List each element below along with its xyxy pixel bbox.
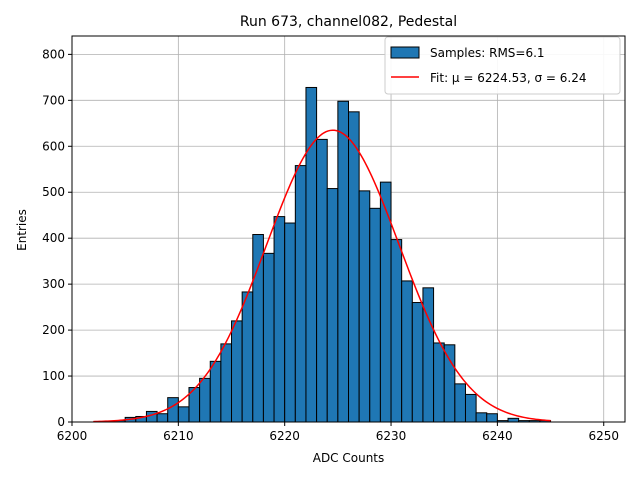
histogram-bar <box>326 188 339 423</box>
x-tick-label: 6200 <box>57 429 88 443</box>
histogram-bars <box>114 86 552 423</box>
y-tick-label: 700 <box>42 93 65 107</box>
histogram-bar <box>401 280 413 423</box>
histogram-bar <box>294 165 307 423</box>
histogram-bar <box>390 239 403 423</box>
histogram-bar <box>507 417 520 423</box>
y-tick-label: 0 <box>57 415 65 429</box>
histogram-bar <box>305 86 318 423</box>
histogram-bar <box>433 342 445 423</box>
y-tick-label: 300 <box>42 277 65 291</box>
chart-title: Run 673, channel082, Pedestal <box>240 14 457 30</box>
y-axis-label: Entries <box>15 209 29 251</box>
fit-curve <box>93 129 551 423</box>
y-tick-label: 400 <box>42 231 65 245</box>
histogram-bar <box>284 222 296 423</box>
histogram-bar <box>475 412 488 423</box>
x-tick-label: 6240 <box>482 429 513 443</box>
legend: Samples: RMS=6.1 Fit: μ = 6224.53, σ = 6… <box>384 36 621 95</box>
histogram-bar <box>316 138 328 423</box>
histogram-bar <box>454 383 466 423</box>
y-tick-label: 500 <box>42 185 65 199</box>
y-tick-label: 100 <box>42 369 65 383</box>
histogram-bar <box>209 360 222 423</box>
y-tick-label: 600 <box>42 139 65 153</box>
legend-fit-label: Fit: μ = 6224.53, σ = 6.24 <box>430 71 587 85</box>
histogram-bar <box>369 207 381 423</box>
histogram-bar <box>411 302 424 423</box>
histogram-bar <box>348 111 360 423</box>
plot-frame <box>71 35 626 423</box>
y-tick-label: 200 <box>42 323 65 337</box>
histogram-bar <box>358 190 371 423</box>
histogram-bar <box>220 343 233 423</box>
legend-histogram-label: Samples: RMS=6.1 <box>430 46 545 60</box>
y-axis: 0 100 200 300 400 500 600 700 800 <box>42 47 72 429</box>
legend-box <box>384 36 621 95</box>
histogram-bar <box>262 252 275 423</box>
x-tick-label: 6210 <box>163 429 194 443</box>
histogram-bar <box>443 344 456 423</box>
histogram-bar <box>252 234 264 423</box>
histogram-bar <box>241 291 254 423</box>
histogram-bar <box>337 100 350 423</box>
histogram-bar <box>167 397 179 423</box>
legend-bar-swatch <box>390 46 420 59</box>
histogram-bar <box>273 216 286 423</box>
histogram-bar <box>464 393 477 423</box>
x-tick-label: 6250 <box>588 429 619 443</box>
x-tick-label: 6220 <box>269 429 300 443</box>
x-axis: 6200 6210 6220 6230 6240 6250 <box>57 422 619 443</box>
y-tick-label: 800 <box>42 47 65 61</box>
histogram-bar <box>231 320 243 423</box>
x-tick-label: 6230 <box>376 429 407 443</box>
x-axis-label: ADC Counts <box>313 451 385 465</box>
histogram-bar <box>156 413 169 423</box>
histogram-bar <box>199 377 211 423</box>
histogram-bar <box>486 413 498 423</box>
histogram-bar <box>177 406 190 423</box>
